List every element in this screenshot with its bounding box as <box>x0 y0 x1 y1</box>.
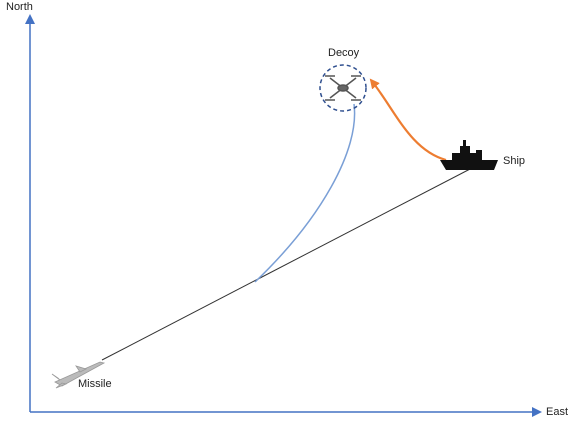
decoy-label: Decoy <box>328 47 360 59</box>
decoy-launch <box>369 78 447 162</box>
ship-icon <box>440 140 498 170</box>
ship-label: Ship <box>503 155 525 167</box>
east-label: East <box>546 406 568 418</box>
missile-icon <box>51 361 106 389</box>
decoy-icon <box>325 75 361 101</box>
line-of-sight <box>101 167 473 361</box>
decoy-circle <box>319 64 367 112</box>
north-label: North <box>6 1 33 13</box>
missile-path <box>254 103 356 283</box>
missile-label: Missile <box>78 378 112 390</box>
